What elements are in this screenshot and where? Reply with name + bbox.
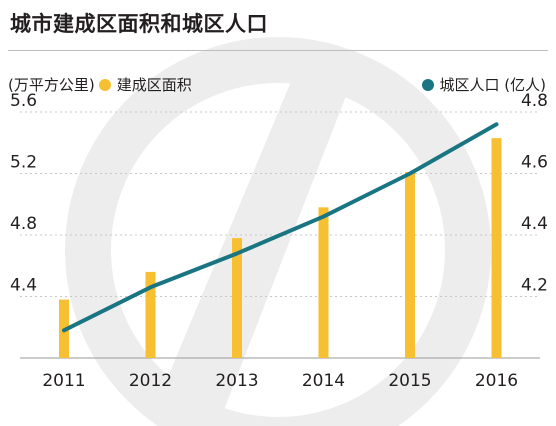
watermark-logo xyxy=(65,37,491,426)
line-legend-label: 城区人口 (亿人) xyxy=(439,76,546,94)
legend-left: (万平方公里) 建成区面积 xyxy=(8,76,192,94)
left-tick-label: 5.2 xyxy=(10,153,37,173)
line-legend-dot xyxy=(421,79,434,91)
bar-legend-label: 建成区面积 xyxy=(116,76,192,94)
legend-right: 城区人口 (亿人) xyxy=(418,76,546,94)
bar xyxy=(318,207,329,358)
bar xyxy=(491,138,502,358)
left-tick-label: 4.4 xyxy=(10,276,37,296)
x-tick-label: 2014 xyxy=(302,371,345,391)
left-tick-label: 5.6 xyxy=(10,91,37,111)
x-tick-label: 2013 xyxy=(215,371,258,391)
right-axis-ticks: 4.8 4.6 4.4 4.2 xyxy=(521,91,548,296)
watermark-ring xyxy=(65,37,491,426)
bar xyxy=(232,238,242,358)
x-axis-ticks: 2011 2012 2013 2014 2015 2016 xyxy=(42,371,518,391)
right-tick-label: 4.2 xyxy=(521,276,548,296)
line-series xyxy=(62,122,499,333)
bar-legend-dot xyxy=(98,79,111,91)
right-tick-label: 4.4 xyxy=(521,214,548,234)
x-tick-label: 2011 xyxy=(42,371,85,391)
x-tick-label: 2016 xyxy=(475,371,518,391)
bar xyxy=(145,271,156,358)
population-line xyxy=(62,122,499,333)
chart-title: 城市建成区面积和城区人口 xyxy=(10,12,268,36)
right-tick-label: 4.8 xyxy=(521,91,548,111)
right-tick-label: 4.6 xyxy=(521,153,548,173)
left-tick-label: 4.8 xyxy=(10,214,37,234)
bar xyxy=(405,171,415,358)
left-axis-unit: (万平方公里) xyxy=(8,76,95,94)
watermark-slash xyxy=(150,60,360,420)
x-tick-label: 2015 xyxy=(388,371,431,391)
left-axis-ticks: 5.6 5.2 4.8 4.4 xyxy=(10,91,37,296)
x-tick-label: 2012 xyxy=(129,371,172,391)
title-divider xyxy=(8,50,548,51)
